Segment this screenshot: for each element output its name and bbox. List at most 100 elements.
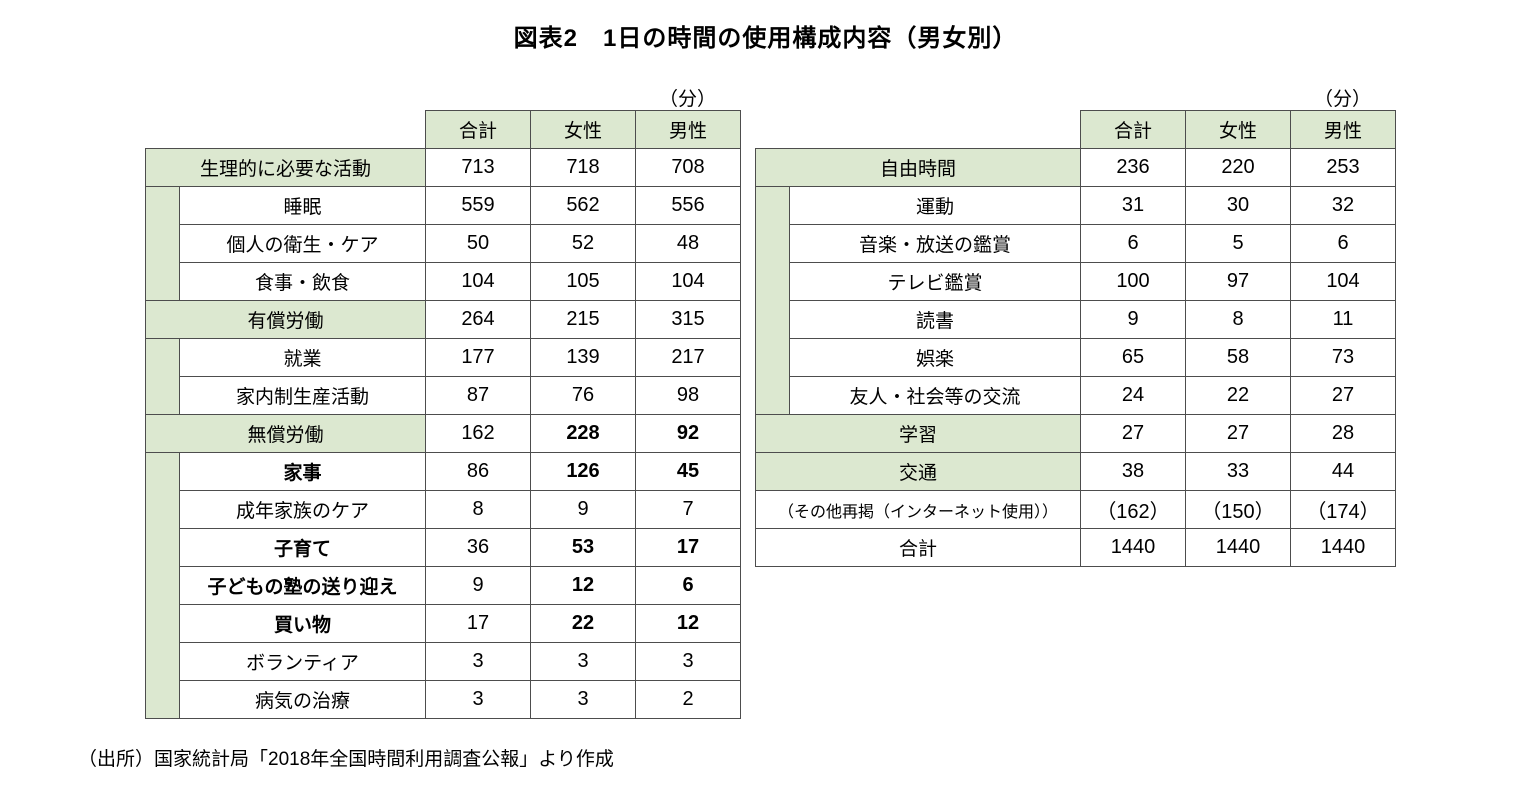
table-row: 生理的に必要な活動 713 718 708 [145,148,741,187]
value-male: 17 [635,528,741,567]
value-female: 718 [530,148,636,187]
value-male: 44 [1290,452,1396,491]
value-female: 562 [530,186,636,225]
category-label: 無償労働 [145,414,426,453]
value-female: 215 [530,300,636,339]
value-male: 12 [635,604,741,643]
row-label: 成年家族のケア [179,490,426,529]
value-total: 100 [1080,262,1186,301]
table-row: 家事 86 126 45 [145,452,741,719]
value-total: 87 [425,376,531,415]
value-female: 30 [1185,186,1291,225]
value-total: 9 [1080,300,1186,339]
source-note: （出所）国家統計局「2018年全国時間利用調査公報」より作成 [78,749,614,770]
value-male: 6 [1290,224,1396,263]
value-female: 220 [1185,148,1291,187]
value-total: 65 [1080,338,1186,377]
value-total: 38 [1080,452,1186,491]
value-total: 36 [425,528,531,567]
value-male: 708 [635,148,741,187]
header-blank [146,111,426,149]
row-label: 音楽・放送の鑑賞 [789,224,1081,263]
value-total: 24 [1080,376,1186,415]
value-total: 559 [425,186,531,225]
table-row: ボランティア 3 3 3 [146,642,741,681]
value-male: 2 [635,680,741,719]
value-female: 27 [1185,414,1291,453]
value-total: 6 [1080,224,1186,263]
table-row: 有償労働 264 215 315 [145,300,741,339]
value-female: 5 [1185,224,1291,263]
value-total: 104 [425,262,531,301]
column-header-total: 合計 [1080,110,1186,149]
row-label: 個人の衛生・ケア [179,224,426,263]
value-total: 236 [1080,148,1186,187]
table-row: 読書 9 8 11 [756,300,1396,339]
category-label: 自由時間 [755,148,1081,187]
column-header-male: 男性 [1290,110,1396,149]
table-row: 個人の衛生・ケア 50 52 48 [146,224,741,263]
unit-label-right: （分） [1313,89,1371,110]
table-row: 食事・飲食 104 105 104 [146,262,741,301]
row-label: 睡眠 [179,186,426,225]
table-row: 就業 177 139 217 [145,338,741,415]
value-male: 6 [635,566,741,605]
value-female: 139 [530,338,636,377]
value-female: 22 [530,604,636,643]
value-male: 73 [1290,338,1396,377]
row-label: 食事・飲食 [179,262,426,301]
value-female: 33 [1185,452,1291,491]
row-label: 家内制生産活動 [179,376,426,415]
table-row: 睡眠 559 562 556 [145,186,741,301]
value-male: 7 [635,490,741,529]
row-label: ボランティア [179,642,426,681]
row-label: 買い物 [179,604,426,643]
value-total: （162） [1080,490,1186,529]
value-total: 264 [425,300,531,339]
header-row: 合計 女性 男性 [756,110,1396,149]
value-female: 3 [530,642,636,681]
value-female: 22 [1185,376,1291,415]
table-row: 病気の治療 3 3 2 [146,680,741,719]
header-blank [756,111,1081,149]
value-female: 9 [530,490,636,529]
table-row: テレビ鑑賞 100 97 104 [756,262,1396,301]
row-label: 友人・社会等の交流 [789,376,1081,415]
value-total: 713 [425,148,531,187]
unit-label-left: （分） [658,89,716,110]
value-male: 45 [635,452,741,491]
value-male: 98 [635,376,741,415]
value-male: 32 [1290,186,1396,225]
value-total: 50 [425,224,531,263]
row-label: テレビ鑑賞 [789,262,1081,301]
category-strip [145,186,180,301]
value-female: 126 [530,452,636,491]
row-label: 家事 [179,452,426,491]
category-strip [755,186,790,415]
table-row: 成年家族のケア 8 9 7 [146,490,741,529]
value-female: 58 [1185,338,1291,377]
value-total: 31 [1080,186,1186,225]
time-use-table-left: 合計 女性 男性 生理的に必要な活動 713 718 708 睡眠 559 56… [145,110,741,719]
value-female: 97 [1185,262,1291,301]
category-label: 学習 [755,414,1081,453]
header-row: 合計 女性 男性 [146,110,741,149]
value-total: 3 [425,680,531,719]
column-header-female: 女性 [1185,110,1291,149]
category-strip [145,452,180,719]
value-total: 177 [425,338,531,377]
value-male: 315 [635,300,741,339]
table-row: 家内制生産活動 87 76 98 [146,376,741,415]
table-row: 娯楽 65 58 73 [756,338,1396,377]
value-female: 3 [530,680,636,719]
value-total: 9 [425,566,531,605]
table-row: 音楽・放送の鑑賞 6 5 6 [756,224,1396,263]
value-female: 105 [530,262,636,301]
value-male: 253 [1290,148,1396,187]
row-label: 子どもの塾の送り迎え [179,566,426,605]
value-male: 217 [635,338,741,377]
value-male: 104 [635,262,741,301]
value-male: （174） [1290,490,1396,529]
value-male: 1440 [1290,528,1396,567]
table-row: 合計 1440 1440 1440 [755,528,1396,567]
